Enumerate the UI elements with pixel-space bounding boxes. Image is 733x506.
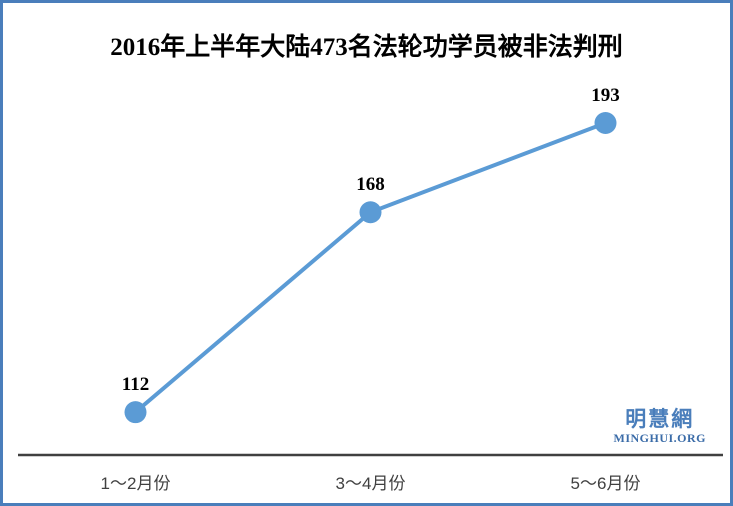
- x-axis-category-label: 3～4月份: [336, 474, 406, 493]
- data-point-marker: [124, 401, 147, 424]
- series-line: [133, 120, 608, 415]
- line-chart: 112 168 193 1～2月份 3～4月份 5～6月份: [18, 85, 723, 493]
- x-axis-category-label: 1～2月份: [101, 474, 171, 493]
- data-label: 193: [591, 85, 620, 106]
- chart-title: 2016年上半年大陆473名法轮功学员被非法判刑: [110, 34, 623, 61]
- minghui-watermark: 明慧網 MINGHUI.ORG: [613, 407, 707, 445]
- data-point-marker: [594, 111, 617, 134]
- data-label: 168: [356, 174, 385, 195]
- x-axis-category-label: 5～6月份: [571, 474, 641, 493]
- data-point-marker: [359, 201, 382, 224]
- watermark-site-url: MINGHUI.ORG: [613, 431, 706, 445]
- data-label: 112: [122, 374, 149, 395]
- watermark-site-name: 明慧網: [625, 407, 695, 431]
